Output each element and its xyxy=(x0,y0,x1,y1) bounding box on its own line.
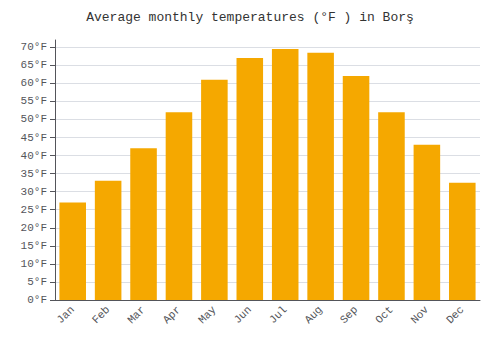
svg-text:Mar: Mar xyxy=(125,304,147,326)
svg-text:70°F: 70°F xyxy=(21,41,47,53)
svg-text:Nov: Nov xyxy=(409,303,432,326)
svg-text:Dec: Dec xyxy=(444,304,466,326)
svg-text:Jul: Jul xyxy=(267,304,289,326)
svg-text:65°F: 65°F xyxy=(21,59,47,71)
svg-text:50°F: 50°F xyxy=(21,113,47,125)
svg-text:35°F: 35°F xyxy=(21,168,47,180)
svg-text:Jun: Jun xyxy=(232,304,254,326)
svg-text:Jan: Jan xyxy=(54,304,76,326)
svg-text:45°F: 45°F xyxy=(21,132,47,144)
svg-text:60°F: 60°F xyxy=(21,77,47,89)
svg-text:Oct: Oct xyxy=(373,304,395,326)
svg-text:55°F: 55°F xyxy=(21,95,47,107)
svg-text:May: May xyxy=(196,303,219,326)
svg-text:15°F: 15°F xyxy=(21,240,47,252)
svg-text:5°F: 5°F xyxy=(27,276,47,288)
svg-text:Sep: Sep xyxy=(338,304,360,326)
svg-text:25°F: 25°F xyxy=(21,204,47,216)
svg-text:40°F: 40°F xyxy=(21,150,47,162)
svg-text:Feb: Feb xyxy=(90,304,112,326)
svg-text:30°F: 30°F xyxy=(21,186,47,198)
svg-text:20°F: 20°F xyxy=(21,222,47,234)
svg-text:0°F: 0°F xyxy=(27,294,47,306)
svg-text:Average monthly temperatures (: Average monthly temperatures (°F ) in Bo… xyxy=(86,10,414,25)
svg-text:Aug: Aug xyxy=(302,304,324,326)
svg-text:Apr: Apr xyxy=(161,304,183,326)
svg-text:10°F: 10°F xyxy=(21,258,47,270)
